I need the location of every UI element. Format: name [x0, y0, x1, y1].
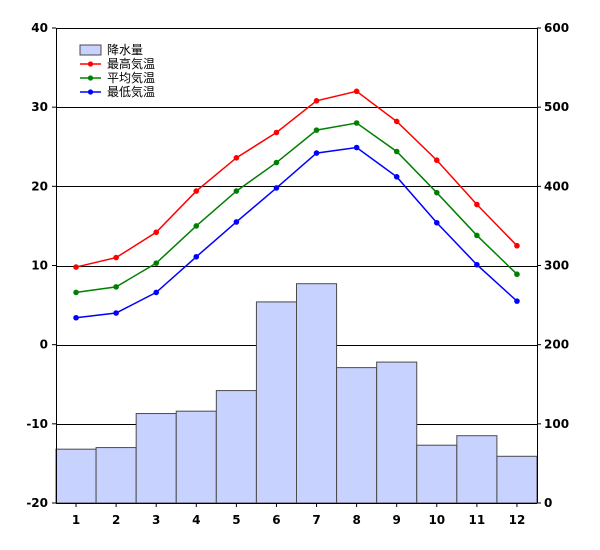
temp-point-2-6 [273, 159, 280, 166]
left-tick-label-6: 40 [31, 21, 48, 35]
temp-point-1-11 [474, 201, 480, 208]
temp-point-2-10 [433, 189, 440, 196]
precip-bar-8 [336, 367, 378, 504]
x-tick-label-9: 9 [393, 513, 401, 527]
temp-point-2-9 [393, 148, 400, 155]
x-tick-label-7: 7 [312, 513, 320, 527]
precip-bar-6 [255, 301, 298, 504]
right-tick-label-6: 600 [544, 21, 569, 35]
temp-point-1-12 [514, 242, 520, 249]
x-tick-label-5: 5 [232, 513, 240, 527]
temp-point-3-6 [273, 185, 280, 191]
temp-point-3-5 [233, 219, 240, 225]
x-tick-label-10: 10 [428, 513, 445, 527]
temp-point-1-9 [393, 118, 400, 125]
temp-point-3-12 [514, 298, 520, 304]
left-tick-label-3: 10 [31, 259, 48, 273]
precip-bar-1 [55, 448, 97, 504]
temp-point-1-4 [193, 188, 200, 194]
left-tick-label-2: 0 [40, 338, 48, 352]
temp-point-3-7 [313, 150, 320, 156]
legend-swatch-point-1 [87, 61, 94, 67]
left-tick-label-4: 20 [31, 179, 48, 193]
temp-point-1-1 [73, 264, 79, 270]
legend-label-precip: 降水量 [107, 43, 143, 57]
temp-point-2-1 [73, 289, 79, 296]
precip-bar-4 [175, 410, 217, 504]
temp-point-1-10 [433, 157, 440, 164]
x-tick-label-2: 2 [112, 513, 120, 527]
right-tick-label-4: 400 [544, 179, 569, 193]
temp-point-2-5 [233, 188, 240, 194]
temp-point-1-5 [233, 155, 240, 161]
legend-label-2: 平均気温 [107, 70, 155, 85]
temp-point-2-7 [313, 127, 320, 133]
temp-point-2-12 [514, 271, 520, 278]
precip-bar-9 [376, 361, 418, 504]
x-tick-label-8: 8 [352, 513, 360, 527]
temp-point-1-8 [353, 88, 360, 95]
temp-point-1-6 [273, 129, 280, 136]
line-layer [73, 88, 520, 321]
left-tick-label-0: -20 [26, 496, 48, 510]
legend-swatch-point-2 [87, 75, 94, 81]
temp-point-3-10 [433, 219, 440, 226]
left-tick-label-5: 30 [31, 100, 48, 114]
precip-bar-11 [456, 435, 498, 504]
temp-line-2 [75, 122, 518, 294]
temp-point-2-3 [153, 260, 160, 266]
right-tick-label-5: 500 [544, 100, 569, 114]
temp-point-3-3 [153, 289, 160, 296]
precip-bar-5 [215, 390, 257, 504]
right-tick-label-1: 100 [544, 417, 569, 431]
bar-layer [55, 283, 538, 504]
temp-point-3-11 [474, 261, 480, 268]
x-tick-label-12: 12 [509, 513, 526, 527]
temp-line-1 [75, 90, 518, 268]
right-tick-label-0: 0 [544, 496, 552, 510]
x-tick-label-3: 3 [152, 513, 160, 527]
legend-label-1: 最高気温 [107, 56, 155, 71]
right-tick-label-3: 300 [544, 259, 569, 273]
precip-bar-12 [496, 455, 538, 504]
precip-bar-2 [95, 447, 137, 504]
temp-point-1-7 [313, 98, 320, 104]
temp-line-3 [75, 146, 518, 319]
precip-bar-7 [296, 283, 338, 504]
left-tick-label-1: -10 [26, 417, 48, 431]
legend-label-3: 最低気温 [107, 84, 155, 99]
right-tick-label-2: 200 [544, 338, 569, 352]
temp-point-2-8 [353, 120, 360, 126]
temp-point-3-1 [73, 314, 79, 321]
legend-swatch-point-3 [87, 89, 94, 95]
temp-point-2-11 [474, 232, 480, 239]
x-tick-label-11: 11 [469, 513, 486, 527]
x-tick-label-1: 1 [72, 513, 80, 527]
precip-bar-3 [135, 413, 177, 504]
legend-swatch-precip [79, 44, 102, 56]
temp-point-1-2 [113, 254, 119, 261]
x-tick-label-4: 4 [192, 513, 200, 527]
x-tick-label-6: 6 [272, 513, 280, 527]
temp-point-2-2 [113, 284, 119, 290]
temp-point-3-8 [353, 144, 360, 151]
temp-point-1-3 [153, 229, 160, 236]
temp-point-3-9 [393, 174, 400, 180]
temp-point-2-4 [193, 223, 200, 229]
temp-point-3-4 [193, 253, 200, 260]
temp-point-3-2 [113, 310, 119, 316]
precip-bar-10 [416, 444, 458, 504]
